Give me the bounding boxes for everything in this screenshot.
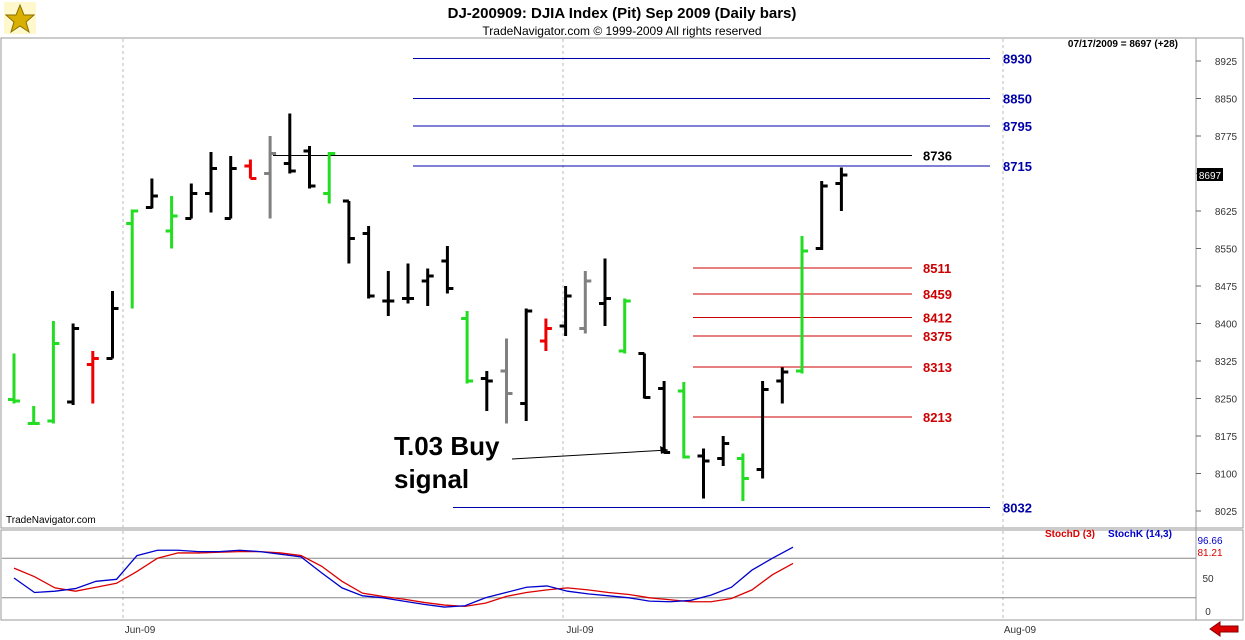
stoch-legend-label: StochD (3) xyxy=(1045,529,1095,540)
logo-icon xyxy=(4,2,36,34)
price-tick-label: 8325 xyxy=(1215,357,1238,368)
stoch-d-line xyxy=(13,550,794,608)
copyright-text: TradeNavigator.com © 1999-2009 All right… xyxy=(482,24,761,38)
price-tick-label: 8850 xyxy=(1215,95,1238,106)
date-axis: Jun-09 Jul-09 Aug-09 xyxy=(125,625,1037,636)
stoch-legend-label: StochK (14,3) xyxy=(1108,529,1172,540)
price-bars xyxy=(8,113,848,501)
grid-lines xyxy=(122,39,1004,620)
price-level-label: 8375 xyxy=(923,329,952,344)
buy-signal-annotation: T.03 Buy signal xyxy=(394,431,669,494)
stoch-last-value: 96.66 xyxy=(1197,536,1222,547)
arrow-head-icon xyxy=(660,446,668,454)
price-tick-label: 8550 xyxy=(1215,245,1238,256)
price-tick-label: 8250 xyxy=(1215,395,1238,406)
price-tick-label: 8475 xyxy=(1215,282,1238,293)
last-quote: 07/17/2009 = 8697 (+28) xyxy=(1068,39,1178,50)
price-level-label: 8930 xyxy=(1003,52,1032,67)
price-level-label: 8213 xyxy=(923,410,952,425)
price-tick-label: 8925 xyxy=(1215,57,1238,68)
scroll-left-button[interactable] xyxy=(1205,621,1241,638)
price-level-label: 8313 xyxy=(923,360,952,375)
last-price-label: 8697 xyxy=(1199,171,1222,182)
watermark-text: TradeNavigator.com xyxy=(6,515,96,526)
stoch-last-value: 81.21 xyxy=(1197,548,1222,559)
price-tick-label: 8175 xyxy=(1215,432,1238,443)
chart-title: DJ-200909: DJIA Index (Pit) Sep 2009 (Da… xyxy=(448,5,797,22)
annotation-arrow xyxy=(511,449,669,460)
price-tick-label: 8400 xyxy=(1215,320,1238,331)
annotation-line1: T.03 Buy xyxy=(394,431,500,461)
price-level-label: 8715 xyxy=(1003,159,1032,174)
price-level-label: 8412 xyxy=(923,311,952,326)
price-axis: 8025 8100 8175 8250 8325 8400 8475 8550 8625 8775… xyxy=(1196,57,1238,518)
price-level-label: 8459 xyxy=(923,287,952,302)
price-level-label: 8795 xyxy=(1003,119,1032,134)
last-price-box xyxy=(1197,168,1223,181)
price-level-label: 8511 xyxy=(923,261,951,276)
price-tick-label: 8025 xyxy=(1215,507,1238,518)
price-tick-label: 8775 xyxy=(1215,132,1238,143)
price-level-label: 8850 xyxy=(1003,92,1032,107)
price-tick-label: 8100 xyxy=(1215,470,1238,481)
date-tick-label: Jun-09 xyxy=(125,625,156,636)
stoch-panel-frame xyxy=(0,529,1244,621)
stoch-k-line xyxy=(13,546,794,608)
date-tick-label: Aug-09 xyxy=(1004,625,1037,636)
annotation-line2: signal xyxy=(394,464,469,494)
price-level-label: 8032 xyxy=(1003,501,1032,516)
price-level-label: 8736 xyxy=(923,149,952,164)
price-panel-frame xyxy=(0,37,1244,529)
stoch-tick-label: 50 xyxy=(1202,574,1214,585)
price-levels: 8930 8850 8795 8736 8715 8511 8459 8412 8375 8313… xyxy=(273,52,1032,516)
stoch-tick-label: 0 xyxy=(1205,607,1211,618)
price-tick-label: 8625 xyxy=(1215,207,1238,218)
date-tick-label: Jul-09 xyxy=(566,625,594,636)
